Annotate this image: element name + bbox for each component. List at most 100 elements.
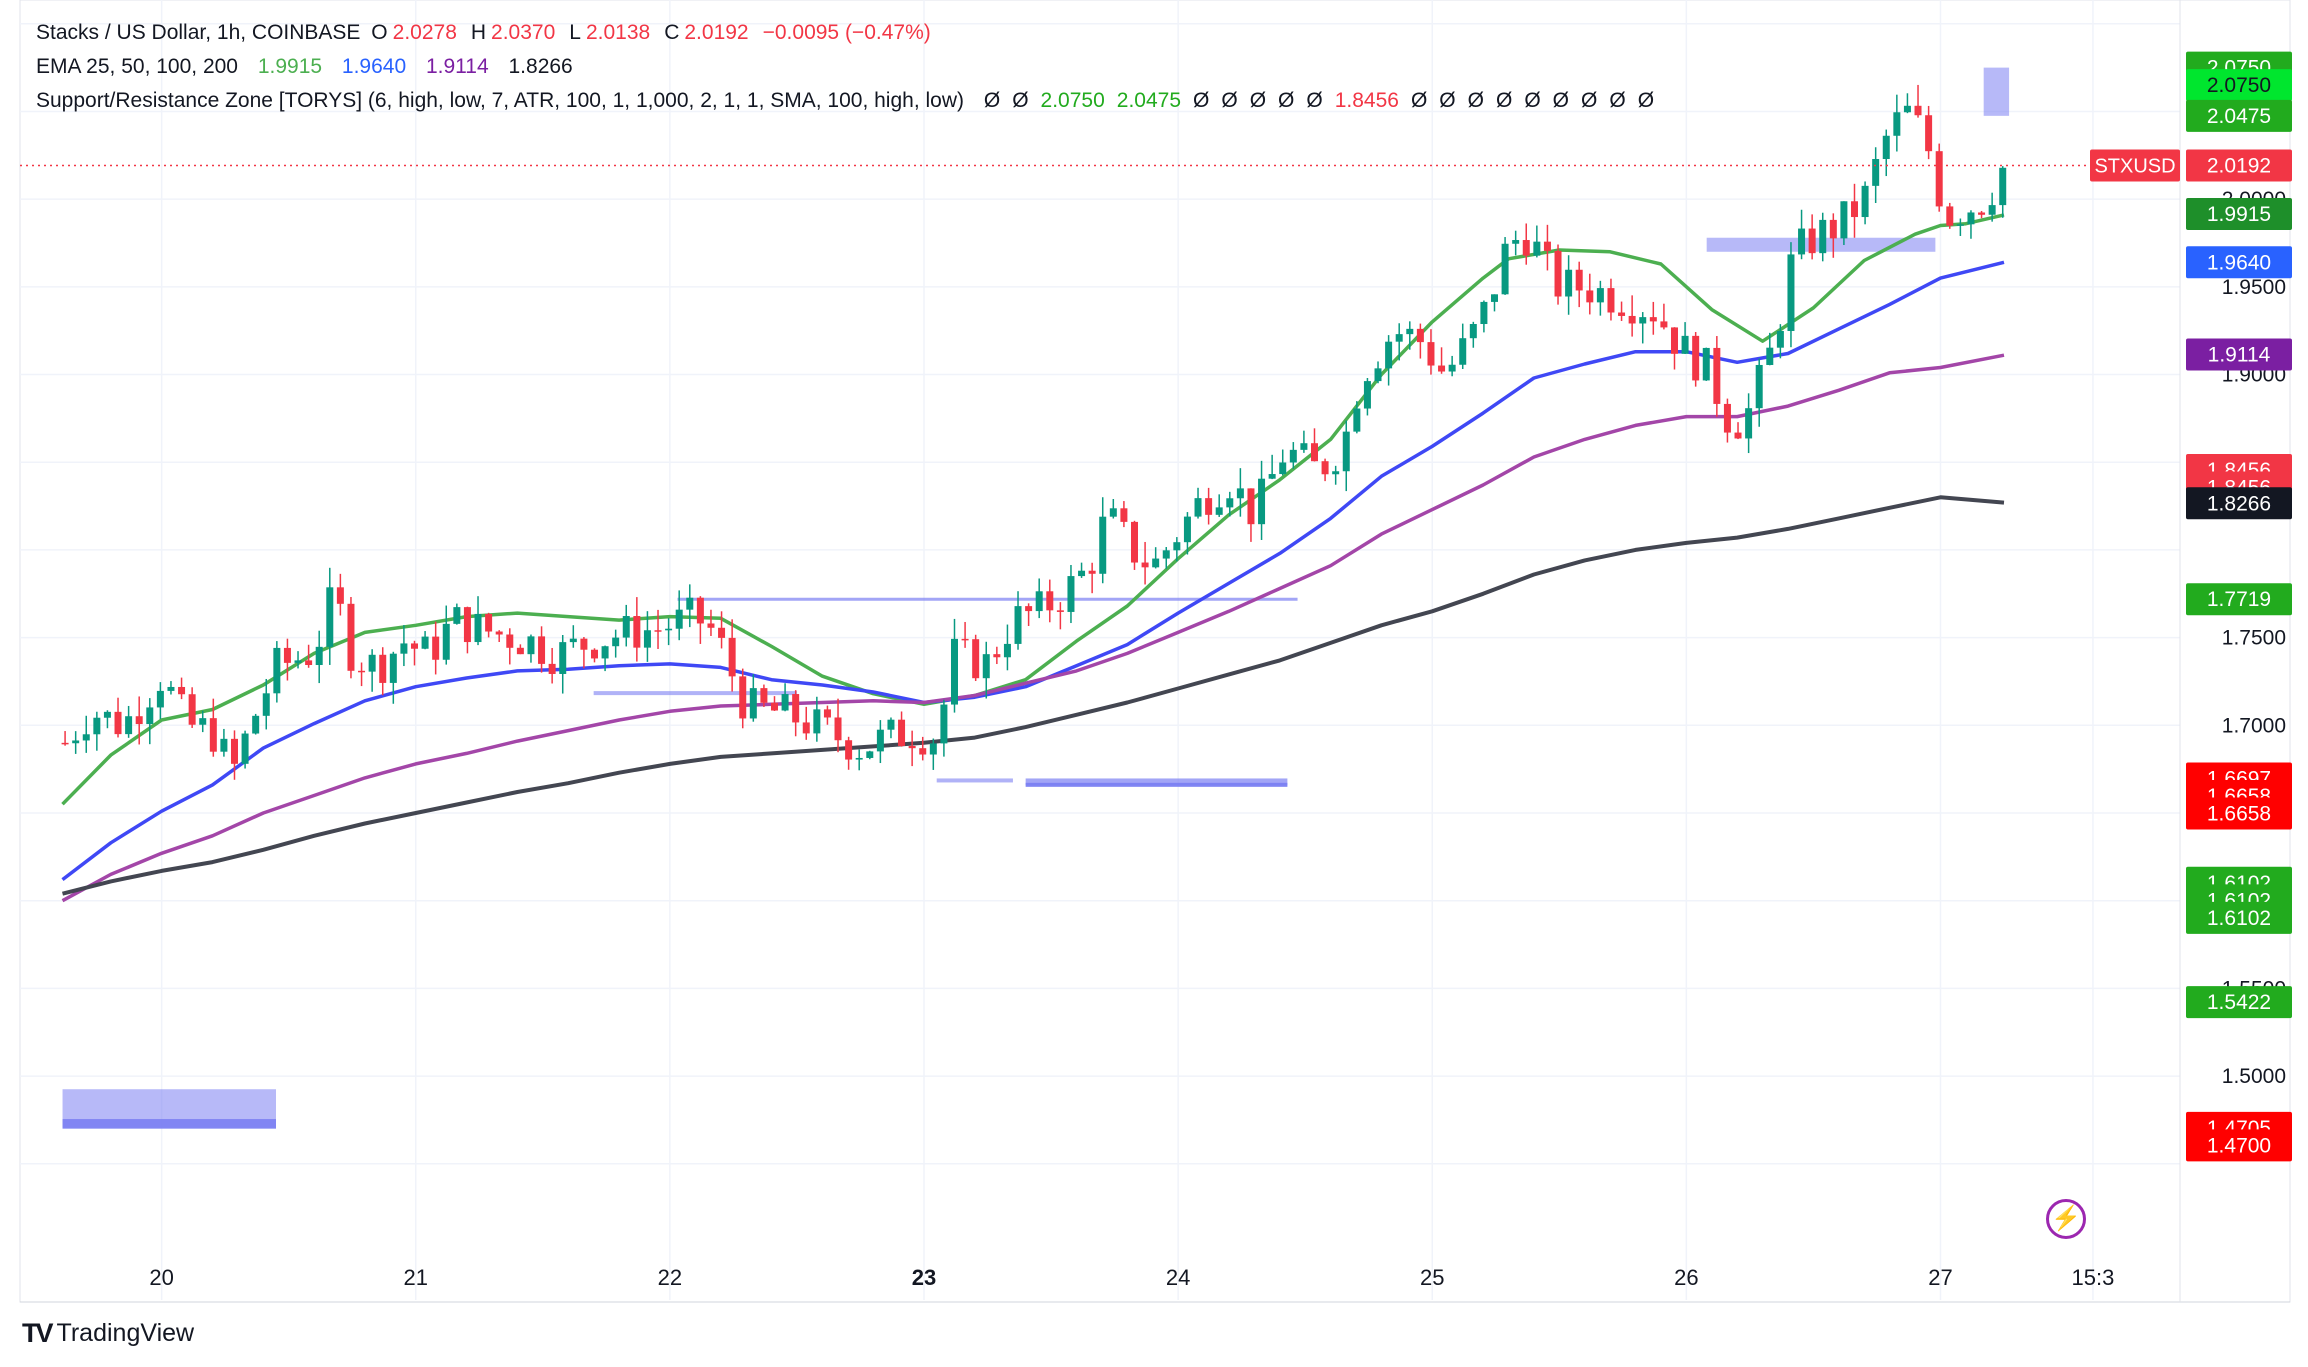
price-axis-tag-label: 1.8266	[2207, 492, 2271, 515]
candle-body	[569, 638, 577, 643]
candle-body	[1501, 243, 1509, 295]
price-axis[interactable]: 1.50001.55001.90001.95001.70001.75002.00…	[2090, 0, 2292, 1302]
candle-body	[1596, 288, 1604, 303]
candle-body	[358, 670, 366, 673]
open-value: 2.0278	[392, 21, 457, 44]
candle-body	[1766, 347, 1774, 365]
ema200-value: 1.8266	[508, 55, 573, 78]
candle-body	[1702, 347, 1710, 381]
time-axis[interactable]: 20 21 22 23 24 25 26 27 15:3	[149, 1265, 2114, 1290]
candle-body	[125, 716, 133, 735]
sr-zone	[936, 778, 1013, 783]
candle-body	[1300, 443, 1308, 450]
price-axis-tag	[2186, 583, 2292, 616]
change-value: −0.0095 (−0.47%)	[762, 21, 931, 44]
close-label: C	[664, 21, 680, 44]
sr-legend-value: Ø	[1637, 89, 1655, 112]
price-tick-label: 1.5000	[2222, 1065, 2286, 1088]
candle-body	[1194, 498, 1202, 517]
symbol-title[interactable]: Stacks / US Dollar, 1h, COINBASE	[36, 21, 361, 44]
ema50-value: 1.9640	[341, 55, 407, 78]
candle-body	[908, 745, 916, 749]
candle-body	[1088, 570, 1096, 574]
candle-body	[1226, 498, 1234, 508]
candle-body	[1925, 115, 1933, 152]
candle-body	[1332, 471, 1340, 475]
candle-body	[770, 702, 778, 711]
candle-body	[1258, 478, 1266, 525]
candle-body	[1490, 294, 1498, 302]
price-axis-tag	[2186, 149, 2292, 182]
candle-body	[1385, 341, 1393, 369]
candle-body	[1438, 365, 1446, 372]
candle-body	[61, 742, 69, 745]
candle-body	[1120, 508, 1128, 522]
sr-legend-value: Ø	[1012, 89, 1029, 112]
candle-body	[1480, 301, 1488, 325]
candle-body	[972, 639, 980, 679]
candle-body	[1575, 269, 1583, 291]
candle-body	[474, 613, 482, 643]
candle-body	[707, 623, 715, 628]
sr-zone	[593, 691, 797, 696]
candle-body	[1967, 212, 1975, 225]
sr-legend-value: Ø	[1278, 89, 1295, 112]
sr-legend: Support/Resistance Zone [TORYS] (6, high…	[36, 86, 1671, 116]
candle-body	[463, 607, 471, 643]
low-value: 2.0138	[585, 21, 651, 44]
sr-legend-values: Ø Ø 2.0750 2.0475 Ø Ø Ø Ø Ø 1.8456 Ø Ø Ø Ø Ø Ø Ø Ø Ø	[984, 89, 1666, 112]
candle-body	[919, 748, 927, 755]
price-axis-tag-label: 2.0475	[2207, 105, 2271, 128]
candle-body	[1956, 224, 1964, 226]
tradingview-logo[interactable]: TV TradingView	[22, 1318, 194, 1349]
sr-zone	[1983, 67, 2010, 116]
candle-body	[379, 654, 387, 683]
candle-body	[1427, 342, 1435, 366]
candle-body	[103, 711, 111, 718]
candle-body	[1014, 606, 1022, 644]
candle-body	[622, 616, 630, 638]
sr-legend-label[interactable]: Support/Resistance Zone [TORYS] (6, high…	[36, 89, 964, 112]
candle-body	[718, 627, 726, 638]
lightning-icon[interactable]: ⚡	[2046, 1199, 2086, 1239]
sr-legend-value: Ø	[1193, 89, 1210, 112]
candle-body	[1808, 228, 1816, 254]
time-tick-label: 21	[404, 1265, 428, 1290]
low-label: L	[569, 21, 581, 44]
price-axis-tag-label: 2.0192	[2207, 154, 2271, 177]
candle-body	[1363, 381, 1371, 409]
candle-body	[241, 733, 249, 764]
candle-body	[898, 719, 906, 746]
candle-body	[866, 751, 874, 758]
candle-body	[1914, 105, 1922, 116]
time-tick-label: 27	[1928, 1265, 1952, 1290]
candle-body	[167, 686, 175, 691]
candle-body	[654, 630, 662, 632]
candle-body	[400, 643, 408, 654]
candle-body	[887, 719, 895, 730]
candle-body	[823, 709, 831, 718]
candle-body	[1618, 312, 1626, 316]
sr-legend-value: Ø	[1524, 89, 1541, 112]
candle-body	[1988, 205, 1996, 215]
candle-body	[1681, 335, 1689, 354]
candle-body	[1459, 338, 1467, 365]
candle-body	[1310, 443, 1318, 462]
symbol-tag-label: STXUSD	[2094, 155, 2175, 177]
candle-body	[739, 676, 747, 719]
ema200-line	[62, 495, 2005, 896]
candle-body	[665, 628, 673, 631]
candle-body	[114, 711, 122, 735]
candle-body	[845, 740, 853, 760]
candle-body	[950, 638, 958, 705]
candle-body	[1215, 507, 1223, 515]
sr-legend-value: Ø	[1609, 89, 1626, 112]
price-axis-tag	[2186, 986, 2292, 1019]
ema-legend-label[interactable]: EMA 25, 50, 100, 200	[36, 55, 238, 78]
candle-body	[1999, 167, 2007, 206]
candle-body	[1639, 317, 1647, 324]
price-axis-tag-label: 1.6102	[2207, 907, 2271, 930]
candle-body	[1247, 488, 1255, 525]
price-axis-tag	[2186, 246, 2292, 279]
